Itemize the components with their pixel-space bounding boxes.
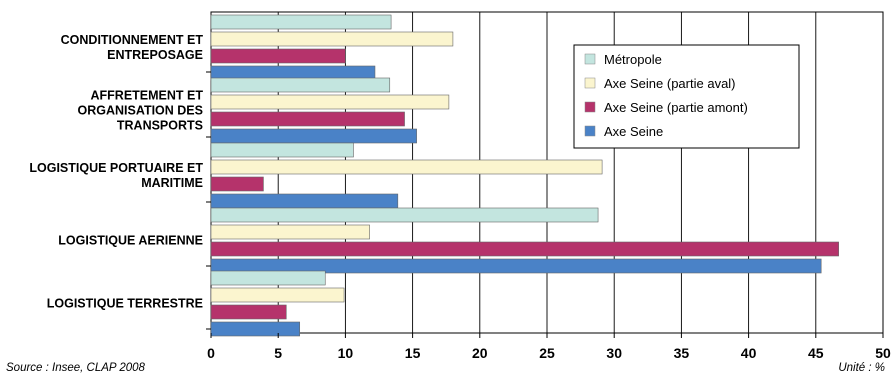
- bar: [210, 241, 839, 257]
- source-note: Source : Insee, CLAP 2008: [6, 362, 145, 374]
- bar: [210, 287, 345, 303]
- legend-label: Métropole: [604, 52, 662, 67]
- bar: [210, 224, 370, 240]
- category-label: LOGISTIQUE TERRESTRE: [47, 297, 203, 311]
- bar: [210, 207, 599, 223]
- category-label-line: LOGISTIQUE TERRESTRE: [47, 297, 203, 311]
- bar: [210, 159, 603, 175]
- category-label: CONDITIONNEMENT ET ENTREPOSAGE: [61, 33, 204, 62]
- tick-labels: 0 5 10 15 20 25 30 35 40 45 50: [207, 345, 891, 361]
- legend-label: Axe Seine (partie amont): [604, 100, 748, 115]
- bar: [210, 111, 405, 127]
- x-tick-label: 25: [539, 345, 555, 361]
- category-label-line: MARITIME: [141, 176, 203, 190]
- category-label-line: LOGISTIQUE AERIENNE: [58, 234, 203, 248]
- x-tick-label: 0: [207, 345, 215, 361]
- category-label: LOGISTIQUE AERIENNE: [58, 234, 203, 248]
- category-label-line: AFFRETEMENT ET: [91, 89, 204, 103]
- legend-label: Axe Seine (partie aval): [604, 76, 736, 91]
- bar: [210, 77, 391, 93]
- bar: [210, 14, 392, 30]
- category-label-line: CONDITIONNEMENT ET: [61, 33, 204, 47]
- bar: [210, 176, 264, 192]
- bar: [210, 321, 301, 337]
- category-label-line: ORGANISATION DES: [78, 104, 203, 118]
- category-label-line: LOGISTIQUE PORTUAIRE ET: [29, 161, 203, 175]
- bars: [210, 14, 839, 337]
- legend-swatch: [584, 101, 596, 113]
- bar: [210, 31, 454, 47]
- x-tick-label: 10: [338, 345, 354, 361]
- bar: [210, 94, 450, 110]
- x-tick-label: 20: [472, 345, 488, 361]
- legend-label: Axe Seine: [604, 124, 663, 139]
- legend-swatch: [584, 125, 596, 137]
- legend-swatch: [584, 53, 596, 65]
- category-labels: CONDITIONNEMENT ET ENTREPOSAGE AFFRETEMENT…: [29, 33, 203, 311]
- legend-box: [573, 44, 800, 149]
- category-label: LOGISTIQUE PORTUAIRE ET MARITIME: [29, 161, 203, 190]
- x-tick-label: 45: [808, 345, 824, 361]
- bar: [210, 128, 417, 144]
- x-tick-label: 5: [274, 345, 282, 361]
- category-label-line: ENTREPOSAGE: [107, 48, 203, 62]
- axes: [206, 71, 884, 338]
- bar: [210, 270, 326, 286]
- unit-note: Unité : %: [838, 362, 885, 374]
- bar: [210, 193, 399, 209]
- bar: [210, 142, 354, 158]
- category-label: AFFRETEMENT ET ORGANISATION DES TRANSPORTS: [78, 89, 204, 133]
- x-tick-label: 15: [405, 345, 421, 361]
- legend-swatch: [584, 77, 596, 89]
- x-tick-label: 35: [674, 345, 690, 361]
- bar: [210, 304, 287, 320]
- bar: [210, 48, 346, 64]
- category-label-line: TRANSPORTS: [117, 119, 203, 133]
- x-tick-label: 30: [606, 345, 622, 361]
- legend: Métropole Axe Seine (partie aval) Axe Sein…: [573, 44, 800, 149]
- x-tick-label: 50: [875, 345, 891, 361]
- x-tick-label: 40: [741, 345, 757, 361]
